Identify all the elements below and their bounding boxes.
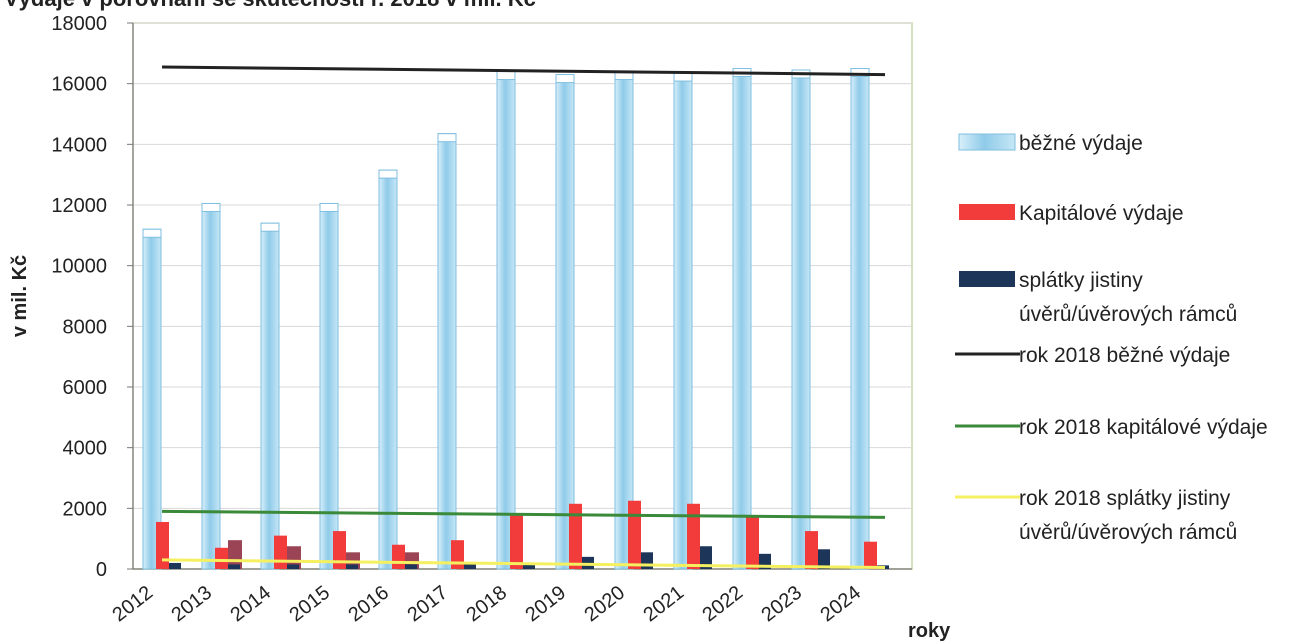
legend-swatch xyxy=(959,271,1015,287)
x-axis-title: roky xyxy=(908,620,951,642)
bar-bezne-vydaje xyxy=(850,68,870,570)
x-tick-label: 2017 xyxy=(403,582,452,627)
bar-bezne-vydaje xyxy=(555,74,575,570)
bar-cap xyxy=(260,222,280,232)
bar-splatky xyxy=(818,549,830,569)
bar-cap xyxy=(319,202,339,212)
bar-cap xyxy=(496,71,516,81)
reference-line xyxy=(161,509,886,519)
y-tick-label: 6000 xyxy=(63,377,108,399)
legend-label: splátky jistiny xyxy=(1019,269,1143,292)
x-tick-label: 2012 xyxy=(108,582,157,627)
bar-kapitalove-vydaje xyxy=(687,503,700,569)
bar-kapitalove-vydaje xyxy=(628,500,641,569)
bar-bezne-vydaje xyxy=(260,222,280,570)
bar-kapitalove-vydaje xyxy=(333,531,346,569)
legend-label: běžné výdaje xyxy=(1019,132,1143,155)
bar-kapitalove-vydaje xyxy=(274,535,287,569)
reference-line xyxy=(161,558,886,569)
bar-bezne-vydaje xyxy=(791,69,811,570)
legend-label: úvěrů/úvěrových rámců xyxy=(1019,303,1237,326)
bar-bezne-vydaje xyxy=(732,68,752,570)
bar-kapitalove-vydaje xyxy=(392,544,405,569)
bar-cap xyxy=(378,169,398,179)
bar-kapitalove-vydaje xyxy=(569,503,582,569)
y-tick-label: 16000 xyxy=(51,74,107,96)
legend-label: Kapitálové výdaje xyxy=(1019,202,1184,225)
bar-bezne-vydaje xyxy=(673,72,693,570)
x-tick-label: 2013 xyxy=(167,582,216,627)
x-tick-label: 2022 xyxy=(698,582,747,627)
y-tick-label: 12000 xyxy=(51,195,107,217)
bar-cap xyxy=(201,202,221,212)
bar-kapitalove-vydaje xyxy=(451,540,464,569)
bar-kapitalove-vydaje xyxy=(156,521,169,569)
x-tick-label: 2016 xyxy=(344,582,393,627)
legend-label: úvěrů/úvěrových rámců xyxy=(1019,521,1237,544)
x-tick-label: 2019 xyxy=(521,582,570,627)
bar-bezne-vydaje xyxy=(437,133,457,570)
bar-splatky xyxy=(700,546,712,569)
y-tick-label: 8000 xyxy=(63,316,108,338)
x-tick-label: 2024 xyxy=(816,582,865,627)
legend-label: rok 2018 kapitálové výdaje xyxy=(1019,416,1268,439)
bar-splatky xyxy=(405,564,417,569)
x-tick-label: 2014 xyxy=(226,582,275,627)
x-tick-label: 2018 xyxy=(462,582,511,627)
bar-splatky xyxy=(169,562,181,569)
bar-cap xyxy=(673,72,693,82)
legend-swatch xyxy=(959,204,1015,220)
bar-extra xyxy=(287,546,301,569)
bar-kapitalove-vydaje xyxy=(746,515,759,569)
bar-cap xyxy=(850,68,870,77)
y-axis-title: v mil. Kč xyxy=(9,255,31,337)
x-tick-label: 2021 xyxy=(639,582,688,627)
x-tick-label: 2015 xyxy=(285,582,334,627)
y-tick-label: 0 xyxy=(96,559,107,581)
bar-bezne-vydaje xyxy=(201,202,221,570)
legend-label: rok 2018 splátky jistiny xyxy=(1019,487,1231,510)
bar-splatky xyxy=(464,564,476,569)
legend-swatch xyxy=(958,133,1016,151)
chart-title: Výdaje v porovnání se skutečností r. 201… xyxy=(4,0,536,12)
bar-kapitalove-vydaje xyxy=(510,514,523,569)
y-tick-label: 10000 xyxy=(51,256,107,278)
y-tick-label: 2000 xyxy=(63,498,108,520)
bar-bezne-vydaje xyxy=(496,71,516,570)
bar-splatky xyxy=(287,564,299,569)
bar-bezne-vydaje xyxy=(378,169,398,570)
bar-splatky xyxy=(523,564,535,569)
bar-cap xyxy=(142,228,162,238)
bar-bezne-vydaje xyxy=(614,71,634,570)
x-tick-label: 2023 xyxy=(757,582,806,627)
bar-splatky xyxy=(228,564,240,569)
bar-kapitalove-vydaje xyxy=(864,541,877,569)
bar-cap xyxy=(437,133,457,143)
legend-label: rok 2018 běžné výdaje xyxy=(1019,344,1230,367)
y-tick-label: 18000 xyxy=(51,13,107,35)
reference-line xyxy=(161,65,886,77)
bar-kapitalove-vydaje xyxy=(215,547,228,569)
bar-kapitalove-vydaje xyxy=(805,531,818,569)
bar-bezne-vydaje xyxy=(142,228,162,570)
y-tick-label: 4000 xyxy=(63,438,108,460)
y-tick-label: 14000 xyxy=(51,134,107,156)
bar-cap xyxy=(555,74,575,84)
x-tick-label: 2020 xyxy=(580,582,629,627)
bar-splatky xyxy=(346,564,358,569)
